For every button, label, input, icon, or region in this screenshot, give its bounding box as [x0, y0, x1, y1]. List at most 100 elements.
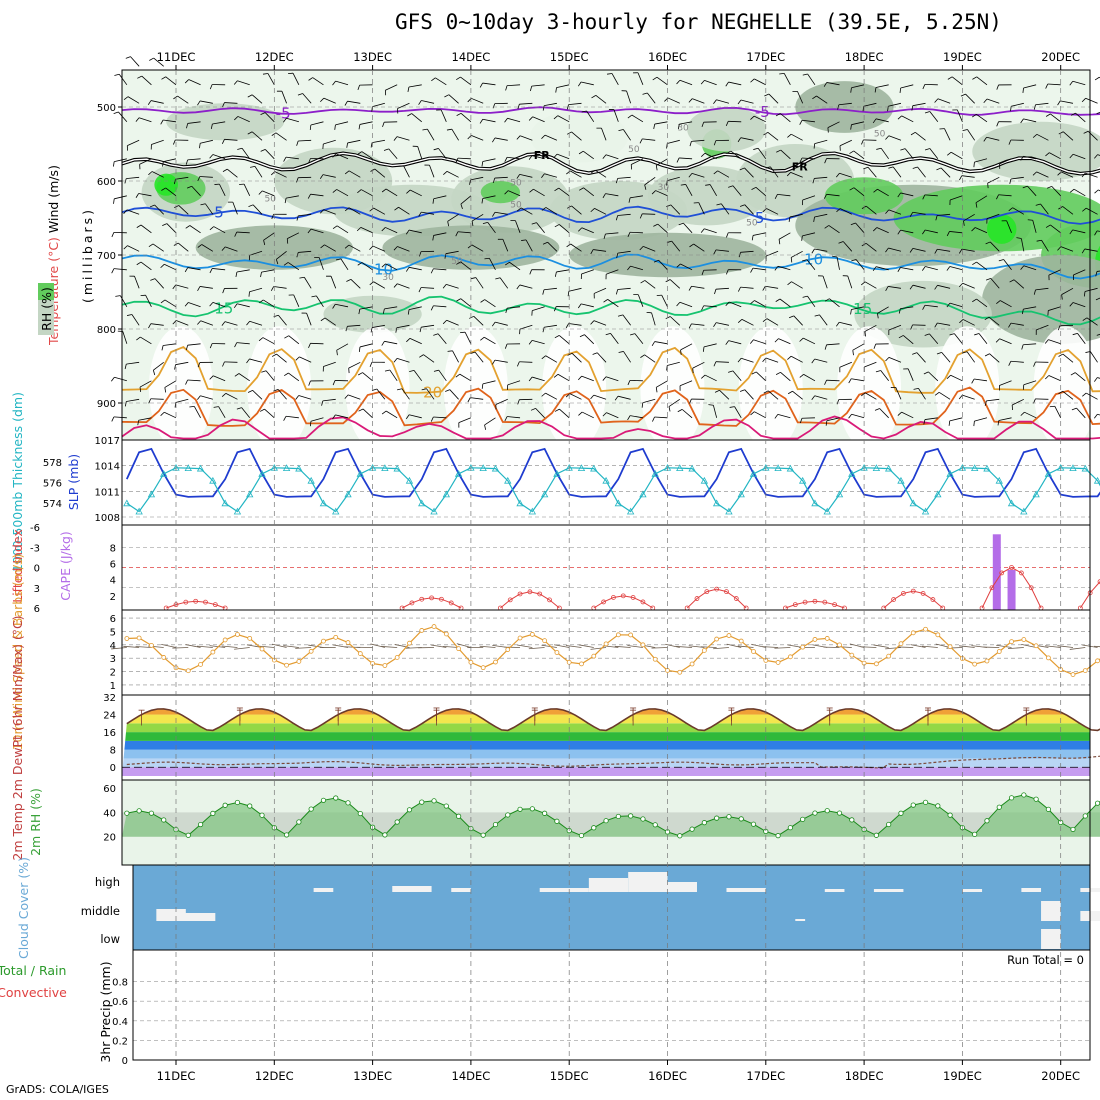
wind-barb [688, 98, 693, 103]
wind-barb [654, 121, 668, 125]
wind-barb [312, 77, 324, 86]
wind-barb [1011, 398, 1025, 406]
wind-barb [150, 398, 164, 400]
wind-barb [148, 171, 153, 176]
isotherm-line [121, 386, 1100, 427]
wind-barb [164, 411, 177, 419]
wind-barb [670, 204, 681, 215]
wind-barb [941, 352, 951, 363]
wind-barb [756, 371, 767, 382]
wind-barb [1061, 171, 1074, 178]
wind-barb [309, 421, 312, 427]
wind-barb [801, 157, 815, 160]
wind-barb [590, 647, 607, 650]
isotherm-label: FR [534, 149, 551, 162]
wind-barb [713, 99, 717, 105]
wind-barb [766, 318, 779, 326]
wind-barb [928, 371, 939, 382]
wind-barb [482, 195, 496, 199]
wind-barb [802, 295, 808, 298]
wind-barb [850, 87, 852, 93]
wind-barb [1035, 287, 1049, 291]
wind-barb [689, 141, 692, 147]
wind-barb [494, 176, 508, 179]
wind-barb [725, 121, 729, 127]
wind-barb [701, 270, 705, 276]
lifted-index-point [212, 602, 218, 608]
wind-barb [1016, 237, 1022, 239]
wind-barb [422, 128, 428, 131]
cape-ylabel: CAPE (J/kg) [58, 531, 73, 601]
wind-barb [628, 197, 631, 203]
wind-barb [247, 94, 253, 98]
wind-barb [319, 174, 324, 179]
wind-barb [348, 170, 361, 178]
wind-barb [1094, 645, 1100, 648]
wind-barb [151, 171, 164, 178]
wind-barb [860, 281, 866, 286]
wind-barb [640, 354, 645, 358]
wind-barb [641, 402, 644, 408]
wind-barb [507, 416, 521, 419]
wind-barb [267, 73, 275, 85]
wind-barb [644, 280, 656, 289]
wind-barb [693, 243, 705, 252]
wind-barb [139, 380, 152, 388]
wind-barb [418, 251, 422, 257]
wind-barb [714, 289, 717, 295]
wind-barb [236, 407, 242, 410]
wind-barb [726, 150, 732, 155]
wind-barb [744, 389, 754, 400]
wind-barb [704, 152, 717, 160]
wind-barb [452, 350, 459, 363]
wind-barb [965, 93, 975, 104]
isotherm-label: FR [792, 161, 809, 174]
wind-barb [989, 353, 1000, 363]
wind-barb [640, 280, 646, 284]
wind-speed-point [837, 642, 842, 648]
wind-barb [393, 246, 398, 251]
wind-barb [1058, 131, 1064, 135]
wind-barb [347, 394, 361, 400]
wind-barb [740, 137, 754, 141]
wind-barb [175, 284, 189, 289]
wind-barb [153, 361, 164, 371]
thickness-point [983, 464, 991, 472]
wind-barb [185, 159, 189, 165]
wind-speed-point [554, 650, 560, 655]
wind-barb [347, 100, 361, 104]
wind-barb [876, 227, 889, 234]
wind-barb [381, 227, 386, 232]
wind-barb [249, 358, 263, 363]
rh-contour-label: 50 [264, 195, 276, 205]
wind-barb [590, 208, 595, 213]
wind-barb [615, 178, 619, 184]
wind-barb [740, 250, 754, 253]
wind-barb [385, 263, 398, 271]
wind-barb [430, 416, 434, 422]
rh-point [345, 800, 351, 806]
wind-barb [517, 399, 520, 405]
wind-barb [406, 338, 411, 343]
wind-barb [460, 76, 472, 86]
thickness-point [442, 490, 450, 498]
wind-barb [1069, 229, 1073, 235]
wind-barb [752, 232, 766, 236]
wind-barb [173, 179, 176, 185]
wind-barb [565, 323, 569, 329]
wind-barb [140, 336, 152, 345]
wind-barb [986, 136, 1000, 141]
wind-barb [904, 148, 914, 160]
wind-barb [332, 414, 336, 420]
wind-barb [248, 204, 254, 208]
wind-barb [423, 354, 435, 363]
wind-speed-point [222, 637, 228, 643]
thickness-line [126, 467, 1100, 513]
wind-barb [504, 416, 508, 422]
wind-barb [1058, 353, 1064, 357]
temp-line [126, 708, 1100, 732]
wind-barb [703, 305, 717, 308]
wind-speed-point [689, 661, 695, 667]
wind-barb [750, 411, 755, 416]
wind-barb [586, 110, 595, 123]
